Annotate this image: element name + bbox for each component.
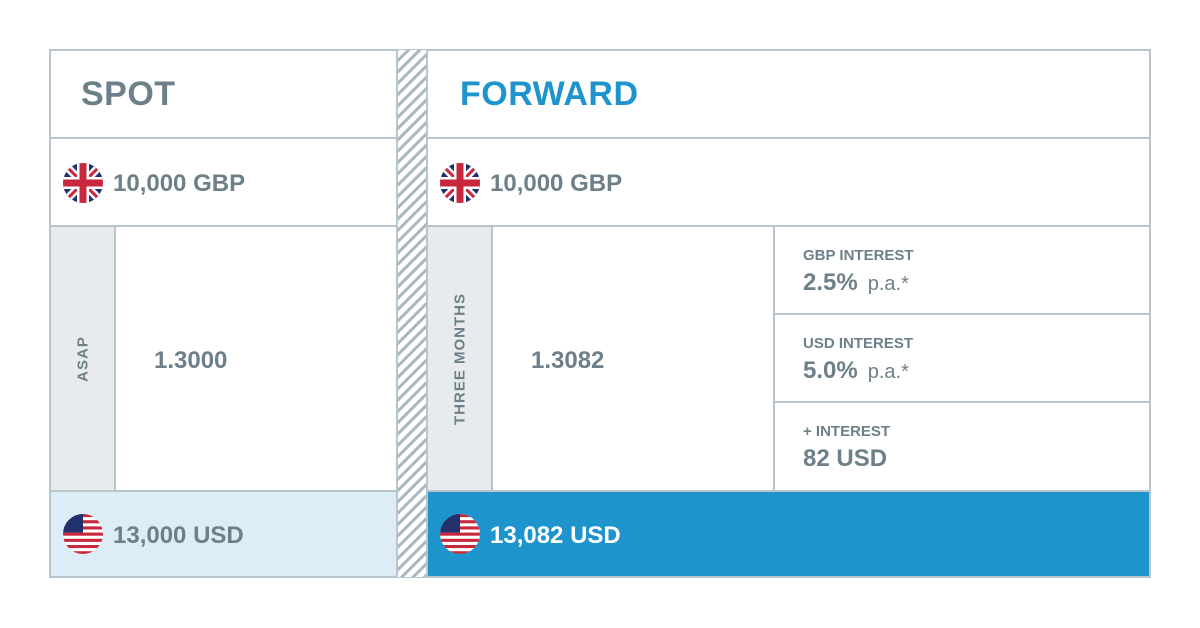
forward-title-cell: FORWARD <box>426 49 1151 139</box>
plus-interest-cell: + INTEREST 82 USD <box>773 401 1151 492</box>
us-flag-icon <box>440 514 480 554</box>
spot-term-cell: ASAP <box>49 225 116 492</box>
forward-rate-cell: 1.3082 <box>491 225 775 492</box>
spot-title: SPOT <box>81 75 176 113</box>
uk-flag-icon <box>63 163 103 203</box>
spot-term-label: ASAP <box>74 335 91 382</box>
gbp-interest-value: 2.5% <box>803 269 858 296</box>
gbp-interest-label: GBP INTEREST <box>803 247 914 264</box>
spot-result-amount: 13,000 USD <box>113 522 244 549</box>
spot-from-amount-cell: 10,000 GBP <box>49 137 398 227</box>
uk-flag-icon <box>440 163 480 203</box>
forward-rate: 1.3082 <box>531 347 605 374</box>
forward-from-amount-cell: 10,000 GBP <box>426 137 1151 227</box>
hatched-divider <box>396 49 428 578</box>
usd-interest-label: USD INTEREST <box>803 335 914 352</box>
plus-interest-value: 82 USD <box>803 445 888 472</box>
gbp-interest-unit: p.a.* <box>867 273 909 295</box>
forward-result-cell: 13,082 USD <box>426 490 1151 578</box>
plus-interest-label: + INTEREST <box>803 423 891 440</box>
usd-interest-unit: p.a.* <box>867 361 909 383</box>
forward-term-cell: THREE MONTHS <box>426 225 493 492</box>
gbp-interest-cell: GBP INTEREST 2.5% p.a.* <box>773 225 1151 315</box>
spot-rate: 1.3000 <box>154 347 228 374</box>
forward-term-label: THREE MONTHS <box>451 292 468 425</box>
usd-interest-cell: USD INTEREST 5.0% p.a.* <box>773 313 1151 403</box>
spot-title-cell: SPOT <box>49 49 398 139</box>
spot-result-cell: 13,000 USD <box>49 490 398 578</box>
usd-interest-value: 5.0% <box>803 357 858 384</box>
forward-title: FORWARD <box>460 75 639 113</box>
forward-from-amount: 10,000 GBP <box>490 170 623 197</box>
us-flag-icon <box>63 514 103 554</box>
gbp-interest-value-line: 2.5% p.a.* <box>803 269 909 297</box>
forward-result-amount: 13,082 USD <box>490 522 621 549</box>
spot-from-amount: 10,000 GBP <box>113 170 246 197</box>
usd-interest-value-line: 5.0% p.a.* <box>803 357 909 385</box>
spot-rate-cell: 1.3000 <box>114 225 398 492</box>
